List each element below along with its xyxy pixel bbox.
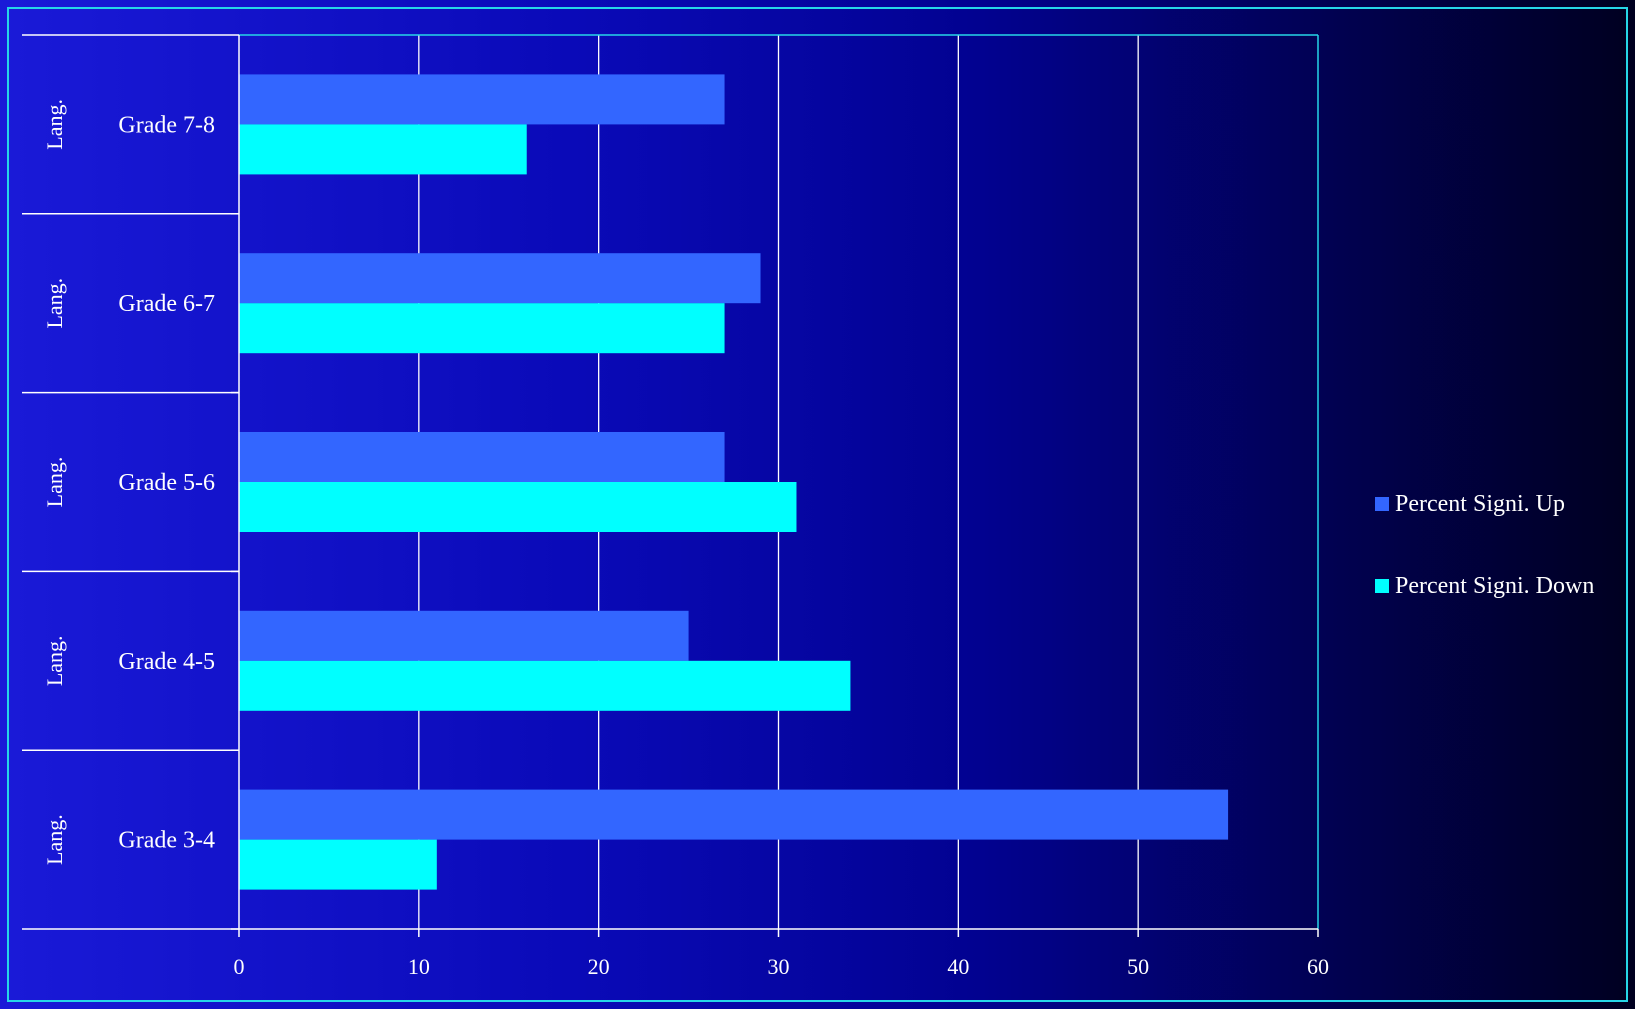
legend-label: Percent Signi. Up bbox=[1395, 491, 1565, 517]
category-label: Grade 7-8 bbox=[118, 112, 215, 138]
category-group-label: Lang. bbox=[42, 278, 67, 329]
category-label: Grade 3-4 bbox=[118, 828, 215, 854]
category-label: Grade 6-7 bbox=[118, 291, 215, 317]
category-group-label: Lang. bbox=[42, 635, 67, 686]
legend-swatch bbox=[1375, 579, 1389, 593]
category-group-label: Lang. bbox=[42, 99, 67, 150]
category-axis: Grade 7-8 Lang. Grade 6-7 Lang. Grade 5-6 Lan… bbox=[22, 34, 239, 930]
x-tick-label: 60 bbox=[1307, 954, 1329, 979]
legend-label: Percent Signi. Down bbox=[1395, 573, 1594, 599]
bar-down bbox=[239, 839, 437, 890]
x-tick-label: 50 bbox=[1127, 954, 1149, 979]
legend: Percent Signi. Up Percent Signi. Down bbox=[1375, 491, 1594, 599]
bar-down bbox=[239, 124, 527, 175]
x-tick-label: 20 bbox=[588, 954, 610, 979]
plot-area-border bbox=[239, 34, 1319, 929]
bar-up bbox=[239, 253, 761, 304]
bar-up bbox=[239, 610, 689, 661]
bar-down bbox=[239, 660, 851, 711]
bar-down bbox=[239, 482, 797, 532]
bar-up bbox=[239, 789, 1229, 840]
category-label: Grade 5-6 bbox=[118, 470, 215, 496]
bar-up bbox=[239, 74, 725, 125]
bars bbox=[239, 74, 1229, 890]
bar-up bbox=[239, 432, 725, 482]
x-axis: 0 10 20 30 40 50 60 bbox=[22, 35, 1329, 979]
x-tick-label: 10 bbox=[408, 954, 430, 979]
legend-swatch bbox=[1375, 497, 1389, 511]
x-tick-label: 30 bbox=[768, 954, 790, 979]
x-tick-label: 0 bbox=[234, 954, 245, 979]
bar-down bbox=[239, 303, 725, 354]
category-label: Grade 4-5 bbox=[118, 649, 215, 675]
category-group-label: Lang. bbox=[42, 457, 67, 508]
x-tick-label: 40 bbox=[947, 954, 969, 979]
category-group-label: Lang. bbox=[42, 814, 67, 865]
